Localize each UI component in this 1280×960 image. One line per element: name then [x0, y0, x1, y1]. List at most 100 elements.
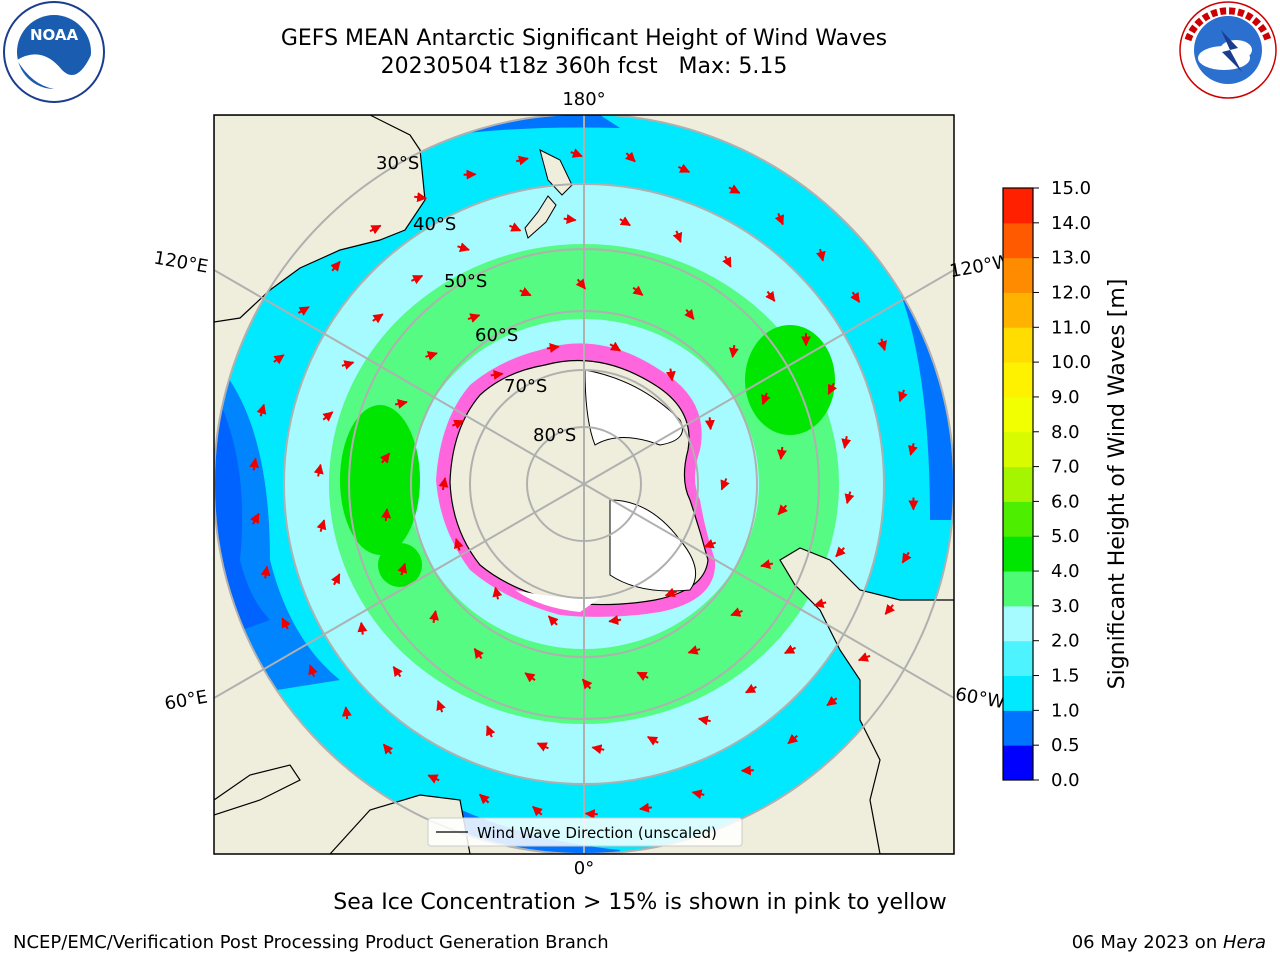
wind-wave-arrow: [322, 411, 334, 422]
wind-wave-arrow: [381, 508, 392, 522]
lat-label-60s: 60°S: [475, 325, 518, 346]
colorbar-segment: [1003, 222, 1033, 259]
wind-wave-arrow: [451, 419, 465, 430]
wind-wave-arrow: [728, 345, 739, 359]
colorbar-tick-label: 9.0: [1051, 387, 1080, 408]
colorbar-segment: [1003, 536, 1033, 572]
wind-wave-arrow: [908, 443, 918, 456]
wind-wave-arrow: [684, 308, 695, 320]
colorbar-segment: [1003, 292, 1033, 328]
map-area: 30°S 40°S 50°S 60°S 70°S 80°S: [214, 115, 954, 854]
chart-subtitle: 20230504 t18z 360h fcst Max: 5.15: [380, 54, 788, 79]
wind-wave-arrow: [392, 666, 403, 678]
wind-wave-arrow: [411, 274, 424, 285]
colorbar-segment: [1003, 362, 1033, 398]
wind-wave-arrow: [524, 672, 536, 683]
footer-date-text: 06 May 2023 on: [1071, 932, 1223, 953]
wind-wave-arrow: [687, 645, 701, 655]
lon-label-60e: 60°E: [163, 686, 209, 714]
ronne-ice-shelf: [609, 499, 697, 592]
wind-wave-arrow: [787, 733, 799, 745]
colorbar-segment: [1003, 640, 1033, 677]
colorbar-segment: [1003, 431, 1033, 468]
wind-wave-arrow: [730, 607, 743, 617]
wind-wave-arrow: [877, 338, 887, 352]
wind-wave-arrow: [841, 435, 852, 449]
colorbar-tick-label: 2.0: [1051, 631, 1080, 652]
wind-wave-arrow: [425, 351, 438, 361]
wind-wave-arrow: [436, 699, 446, 713]
lon-label-120e: 120°E: [152, 247, 210, 277]
wind-wave-arrow: [646, 736, 659, 746]
wind-wave-arrow: [457, 242, 470, 253]
wind-wave-arrow: [330, 573, 341, 586]
wind-wave-arrow: [765, 290, 776, 302]
wind-wave-arrow: [722, 255, 732, 268]
legend-label: Wind Wave Direction (unscaled): [477, 824, 717, 842]
wind-wave-arrow: [591, 744, 605, 755]
colorbar-tick-label: 11.0: [1051, 317, 1091, 338]
wind-wave-arrow: [249, 457, 260, 471]
wind-wave-arrow: [369, 224, 382, 235]
australia-landmass: [214, 115, 426, 323]
wind-wave-arrow: [636, 671, 649, 681]
wind-wave-arrow: [672, 230, 683, 243]
colorbar-segment: [1003, 466, 1033, 502]
wind-wave-arrow: [827, 382, 838, 395]
wind-wave-arrow: [394, 398, 408, 409]
wind-wave-arrow: [273, 354, 285, 365]
wind-wave-arrow: [826, 695, 838, 707]
wind-wave-arrow: [308, 664, 318, 677]
wind-wave-arrow: [316, 519, 327, 532]
wind-wave-arrow: [581, 678, 593, 690]
wind-wave-arrow: [609, 341, 622, 352]
wind-wave-arrow: [438, 477, 449, 491]
wind-wave-arrow: [625, 151, 636, 163]
meridian-60e-120w: [214, 269, 954, 699]
wind-wave-arrow: [563, 214, 577, 224]
lon-label-60w: 60°W: [954, 684, 1007, 713]
wind-wave-arrow: [379, 452, 391, 464]
chart-title: GEFS MEAN Antarctic Significant Height o…: [280, 26, 888, 51]
colorbar-segment: [1003, 710, 1033, 746]
wind-wave-arrow: [703, 538, 717, 549]
wind-wave-arrow: [813, 598, 827, 608]
wind-wave-arrow: [844, 491, 855, 505]
wind-wave-arrow: [697, 715, 711, 726]
map-legend: Wind Wave Direction (unscaled): [427, 817, 743, 847]
wind-wave-arrow: [519, 287, 532, 297]
colorbar-segment: [1003, 257, 1033, 293]
wind-wave-arrow: [745, 683, 757, 694]
lon-label-0: 0°: [574, 858, 594, 879]
colorbar-segment: [1003, 745, 1033, 781]
colorbar-tick-label: 10.0: [1051, 352, 1091, 373]
lat-label-40s: 40°S: [413, 214, 456, 235]
colorbar-tick-label: 1.0: [1051, 700, 1080, 721]
wind-wave-arrow: [898, 389, 908, 403]
wind-wave-arrow: [372, 313, 384, 324]
noaa-logo: NOAA: [3, 1, 105, 103]
wind-wave-arrow: [835, 546, 846, 558]
colorbar-tick-label: 8.0: [1051, 422, 1080, 443]
wind-wave-arrow: [313, 463, 324, 477]
wind-wave-arrow: [619, 216, 631, 227]
wind-wave-arrow: [397, 562, 408, 576]
wind-wave-arrow: [479, 793, 490, 805]
wind-wave-arrow: [492, 586, 503, 600]
colorbar-frame: [1002, 187, 1034, 781]
wind-wave-arrow: [774, 213, 784, 226]
wave-band-3-4m: [329, 244, 839, 724]
colorbar-tick-label: 0.5: [1051, 735, 1080, 756]
colorbar-tick-label: 13.0: [1051, 248, 1091, 269]
wind-wave-arrow: [509, 222, 522, 232]
wind-wave-arrow: [382, 743, 394, 755]
colorbar: 0.0 0.5 1.0 1.5 2.0 3.0 4.0 5.0 6.0 7.0 8.0 9.0 10.0…: [1002, 178, 1130, 791]
wave-band-05-1m-west: [214, 360, 340, 700]
colorbar-tick-label: 7.0: [1051, 457, 1080, 478]
footer-host: Hera: [1222, 932, 1266, 953]
colorbar-tick-label: 15.0: [1051, 178, 1091, 199]
wind-wave-arrow: [608, 615, 622, 625]
wind-wave-arrow: [490, 369, 504, 380]
colorbar-segment: [1003, 571, 1033, 607]
wind-wave-arrow: [691, 789, 705, 800]
